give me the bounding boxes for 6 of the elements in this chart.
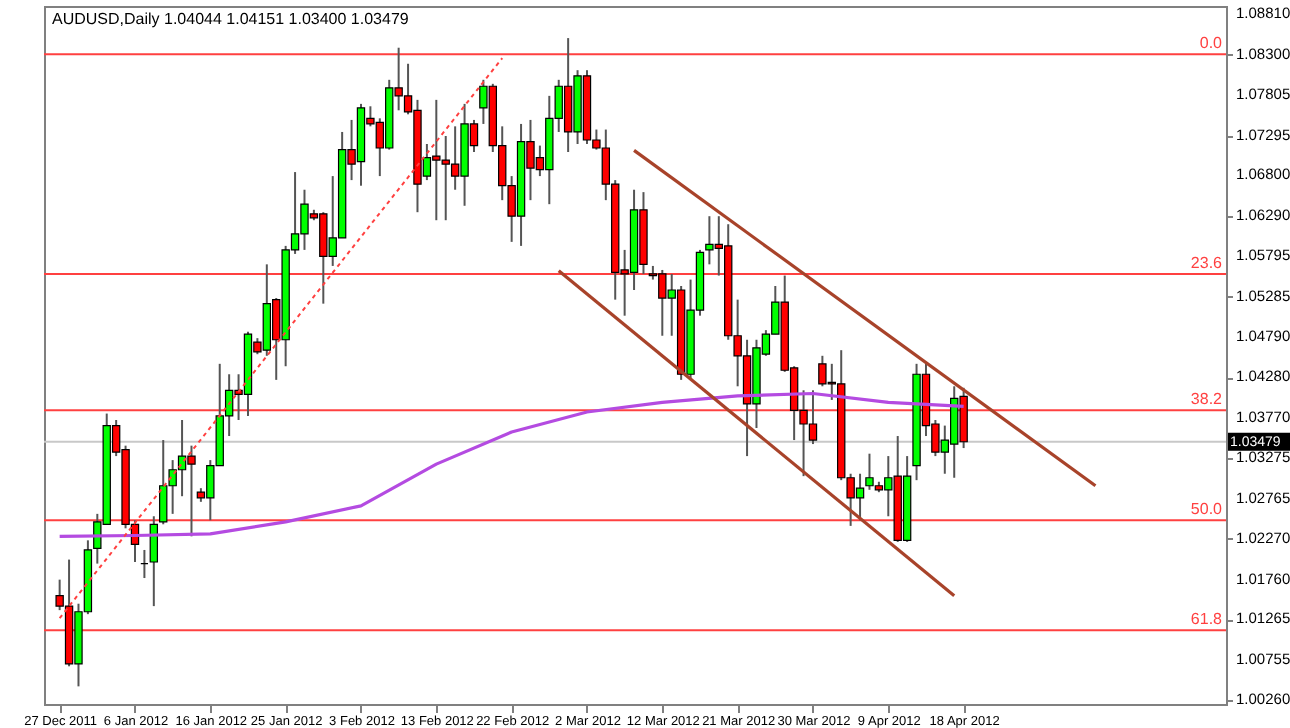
annotation: 0.0 [1199, 34, 1224, 53]
annotation: 38.2 [1190, 390, 1224, 409]
chart-title: AUDUSD,Daily 1.04044 1.04151 1.03400 1.03479 [52, 10, 410, 28]
annotation: 23.6 [1190, 253, 1224, 272]
annotation: 61.8 [1190, 610, 1224, 629]
annotation: 50.0 [1190, 500, 1224, 519]
